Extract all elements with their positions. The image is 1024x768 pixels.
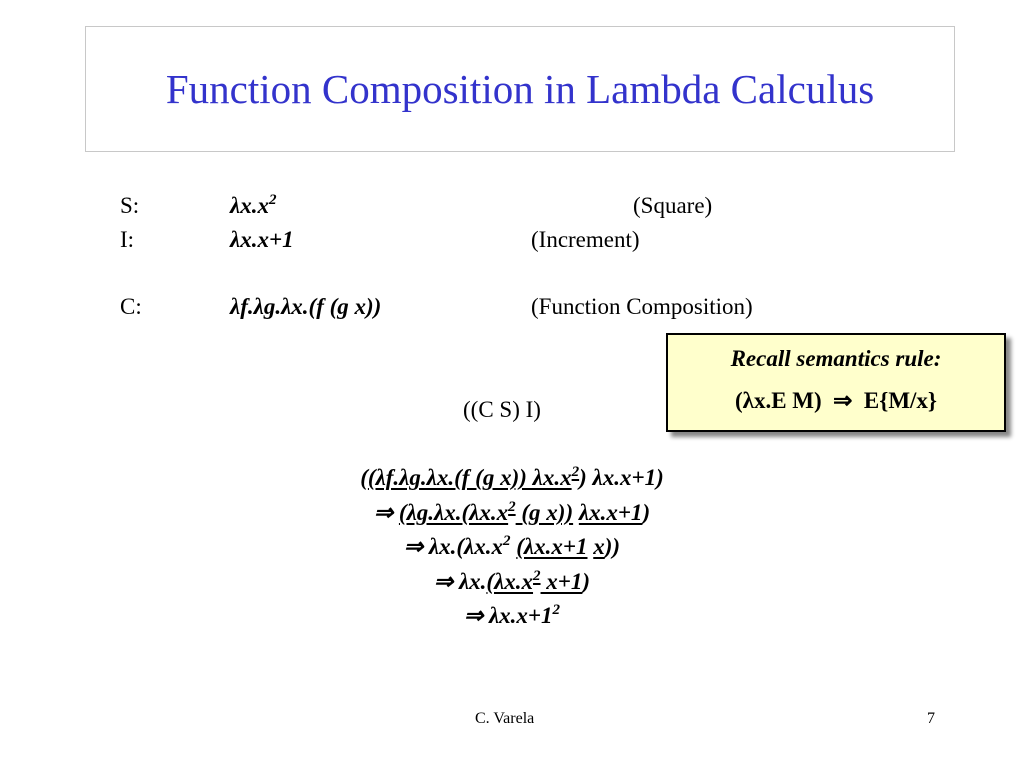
derivation-step: ⇒ (λg.λx.(λx.x2 (g x)) λx.x+1) xyxy=(0,499,1024,534)
expr-segment: λx.x+1 xyxy=(578,499,643,525)
derivation: ((λf.λg.λx.(f (g x)) λx.x2) λx.x+1) ⇒ (λg… xyxy=(0,464,1024,637)
def-note: (Function Composition) xyxy=(531,294,753,319)
def-note: (Square) xyxy=(633,193,713,218)
superscript: 2 xyxy=(508,498,516,515)
def-label: I: xyxy=(120,227,135,252)
def-label: S: xyxy=(120,193,140,218)
expr-segment: ⇒ λx. xyxy=(433,568,487,594)
rule-heading: Recall semantics rule: xyxy=(730,346,942,371)
expr-segment: x+1 xyxy=(540,568,583,594)
footer-author: C. Varela xyxy=(475,710,535,727)
expr-segment: ⇒ xyxy=(373,499,399,525)
title-box: Function Composition in Lambda Calculus xyxy=(85,26,955,152)
superscript: 2 xyxy=(503,533,511,549)
derivation-step: ⇒ λx.(λx.x2 x+1) xyxy=(0,568,1024,603)
expr-segment: ⇒ λx.x+1 xyxy=(463,603,553,628)
expr-segment: (λx.x xyxy=(486,568,534,594)
expr-segment: ) xyxy=(642,499,651,525)
def-expr: λx.x2 xyxy=(230,192,277,218)
expr-segment: (λf.λg.λx.(f (g x)) λx.x xyxy=(367,465,572,490)
superscript: 2 xyxy=(552,602,561,618)
def-note: (Increment) xyxy=(531,227,640,252)
application-expr: ((C S) I) xyxy=(463,397,541,422)
expr-segment: )) xyxy=(604,534,621,559)
slide-title: Function Composition in Lambda Calculus xyxy=(165,66,875,112)
derivation-step: ((λf.λg.λx.(f (g x)) λx.x2) λx.x+1) xyxy=(0,464,1024,499)
superscript: 2 xyxy=(571,464,580,480)
derivation-step: ⇒ λx.x+12 xyxy=(0,602,1024,637)
def-label: C: xyxy=(120,294,142,319)
rule-text: (λx.E M) ⇒ E{M/x} xyxy=(734,388,937,413)
expr-segment: (g x)) xyxy=(515,499,574,525)
derivation-step: ⇒ λx.(λx.x2 (λx.x+1 x)) xyxy=(0,533,1024,568)
expr-segment: (λx.x+1 xyxy=(516,534,588,559)
def-expr: λx.x+1 xyxy=(230,227,294,252)
expr-segment: (λg.λx.(λx.x xyxy=(398,499,509,525)
superscript: 2 xyxy=(533,567,541,584)
def-expr: λf.λg.λx.(f (g x)) xyxy=(230,294,382,319)
expr-segment: ) λx.x+1) xyxy=(579,465,664,490)
semantics-rule-box: Recall semantics rule: (λx.E M) ⇒ E{M/x} xyxy=(666,333,1006,432)
page-number: 7 xyxy=(927,710,935,727)
expr-segment: ( xyxy=(360,465,368,490)
expr-segment: x xyxy=(593,534,605,559)
expr-segment: ⇒ λx.(λx.x xyxy=(403,534,504,559)
expr-segment: ) xyxy=(582,568,591,594)
